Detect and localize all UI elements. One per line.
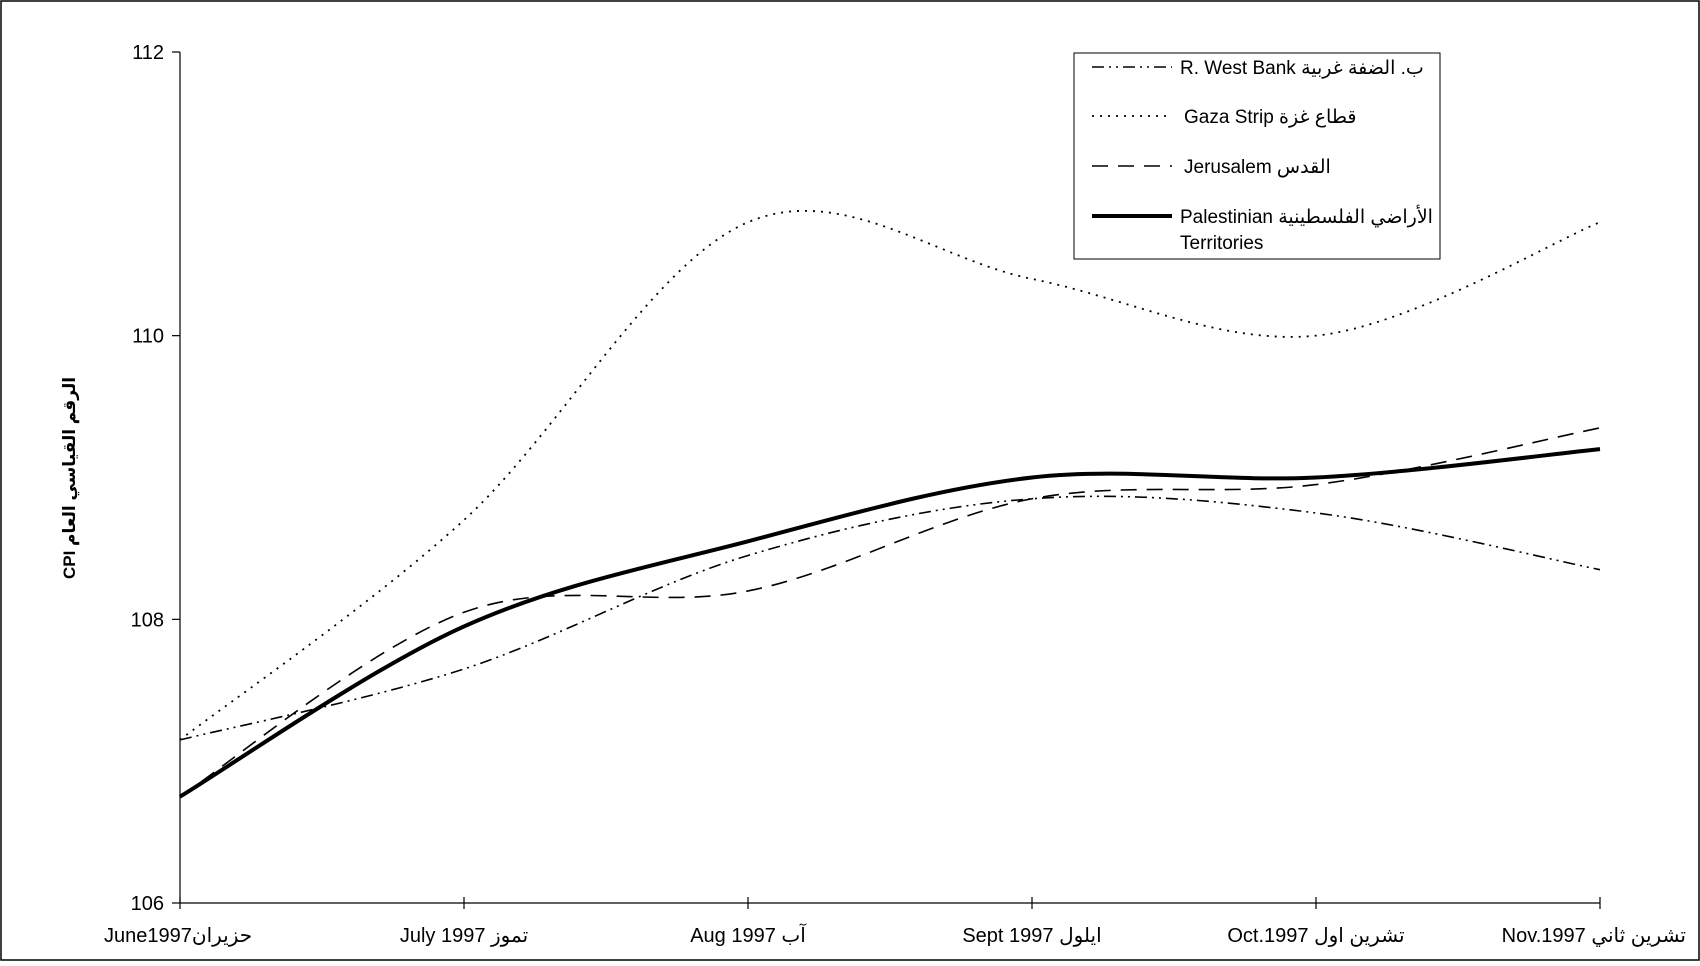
legend-box [1073,52,1441,260]
y-tick-label: 112 [132,42,164,64]
legend-label-gaza: Gaza Strip قطاع غزة [1184,107,1357,128]
y-tick-label: 110 [132,326,164,348]
y-tick-label: 108 [131,609,164,631]
legend-label-jerusalem: Jerusalem القدس [1184,157,1331,178]
x-tick-label: Sept 1997 ايلول [962,925,1101,947]
series-line-west-bank [179,495,1601,741]
x-tick-label: Aug 1997 آب [690,922,807,947]
series-line-jerusalem [179,427,1601,798]
y-tick-label: 106 [131,893,164,915]
x-tick-label: Oct.1997 تشرين اول [1227,925,1404,947]
y-ticks: 106 108 110 112 [131,42,180,915]
legend-label-palestinian: Palestinian الأراضي الفلسطينية Territorie… [1180,205,1433,254]
x-tick-label: Nov.1997 تشرين ثاني [1502,925,1686,948]
legend: R. West Bank ب. الضفة غربية Gaza Strip ق… [1073,52,1441,260]
x-ticks: June1997حزيران July 1997 تموز Aug 1997 آب S… [104,897,1686,948]
y-axis-label: CPI الرقم القياسي العام [60,377,80,579]
x-tick-label: June1997حزيران [104,925,252,947]
legend-label-west-bank: R. West Bank ب. الضفة غربية [1180,58,1424,79]
series-lines [178,210,1601,799]
x-tick-label: July 1997 تموز [400,925,528,947]
series-line-palestinian [178,447,1601,799]
